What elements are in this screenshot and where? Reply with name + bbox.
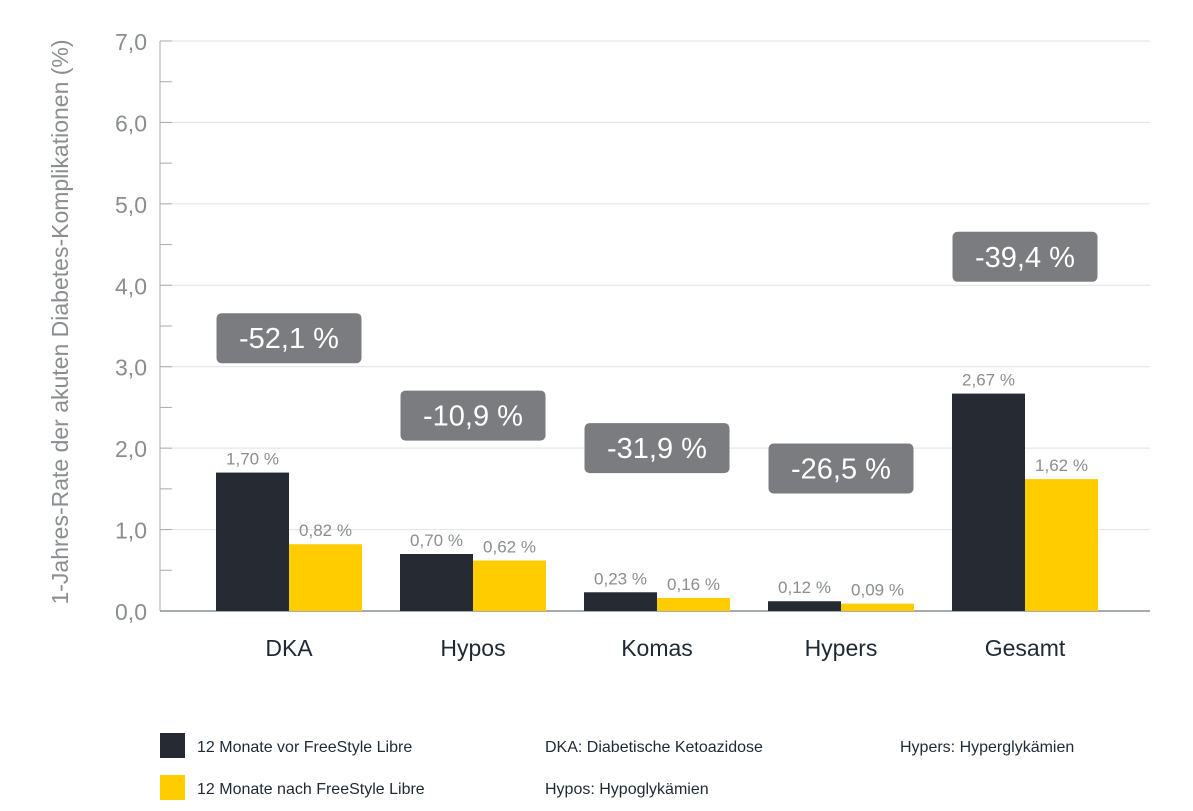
bar-after (289, 544, 362, 611)
data-label-after: 0,09 % (851, 581, 904, 600)
abbreviation-hypers: Hypers: Hyperglykämien (900, 739, 1074, 756)
legend-swatch-before (160, 733, 185, 758)
legend-swatch-after (160, 775, 185, 800)
bar-before (952, 393, 1025, 611)
change-badge-label: -39,4 % (975, 242, 1075, 274)
label-layer: 1,70 % 0,82 % DKA 0,70 % 0,62 % Hypos 0,23 % 0,… (226, 371, 1088, 661)
category-label: Hypos (440, 635, 505, 661)
bar-after (841, 603, 914, 611)
bar-before (584, 592, 657, 611)
y-tick-label: 3,0 (115, 355, 147, 381)
category-label: Gesamt (985, 635, 1066, 661)
category-label: DKA (265, 635, 313, 661)
change-badge-label: -10,9 % (423, 401, 523, 433)
y-tick-label: 5,0 (115, 192, 147, 218)
badge-layer: -52,1 % -10,9 % -31,9 % -26,5 % -39,4 % (216, 231, 1098, 494)
data-label-after: 0,82 % (299, 521, 352, 540)
legend: 12 Monate vor FreeStyle Libre 12 Monate … (160, 733, 1074, 800)
data-label-after: 0,62 % (483, 538, 536, 557)
y-tick-label: 7,0 (115, 29, 147, 55)
bar-before (216, 472, 289, 611)
abbreviation-hypos: Hypos: Hypoglykämien (545, 781, 709, 798)
change-badge-label: -52,1 % (239, 323, 339, 355)
y-tick-label: 2,0 (115, 436, 147, 462)
y-tick-label: 1,0 (115, 518, 147, 544)
abbreviation-dka: DKA: Diabetische Ketoazidose (545, 739, 763, 756)
data-label-before: 0,23 % (594, 569, 647, 588)
data-label-before: 2,67 % (962, 371, 1015, 390)
bar-layer (216, 393, 1098, 611)
legend-label-after: 12 Monate nach FreeStyle Libre (197, 781, 425, 798)
bar-before (768, 601, 841, 611)
y-tick-label: 6,0 (115, 110, 147, 136)
y-tick-label: 0,0 (115, 599, 147, 625)
change-badge (952, 231, 1098, 282)
data-label-after: 0,16 % (667, 575, 720, 594)
change-badge (216, 313, 362, 364)
bar-after (1025, 479, 1098, 611)
legend-label-before: 12 Monate vor FreeStyle Libre (197, 739, 412, 756)
data-label-after: 1,62 % (1035, 456, 1088, 475)
bar-after (473, 560, 546, 611)
y-tick-label: 4,0 (115, 273, 147, 299)
y-axis-label: 1-Jahres-Rate der akuten Diabetes-Kompli… (47, 39, 73, 604)
data-label-before: 0,12 % (778, 578, 831, 597)
data-label-before: 1,70 % (226, 450, 279, 469)
category-label: Komas (621, 635, 693, 661)
change-badge (584, 423, 730, 474)
change-badge (400, 390, 546, 441)
change-badge (768, 443, 914, 494)
data-label-before: 0,70 % (410, 531, 463, 550)
change-badge-label: -26,5 % (791, 454, 891, 486)
bar-before (400, 554, 473, 611)
bar-after (657, 597, 730, 611)
grid-layer (160, 40, 1150, 531)
change-badge-label: -31,9 % (607, 433, 707, 465)
category-label: Hypers (805, 635, 878, 661)
